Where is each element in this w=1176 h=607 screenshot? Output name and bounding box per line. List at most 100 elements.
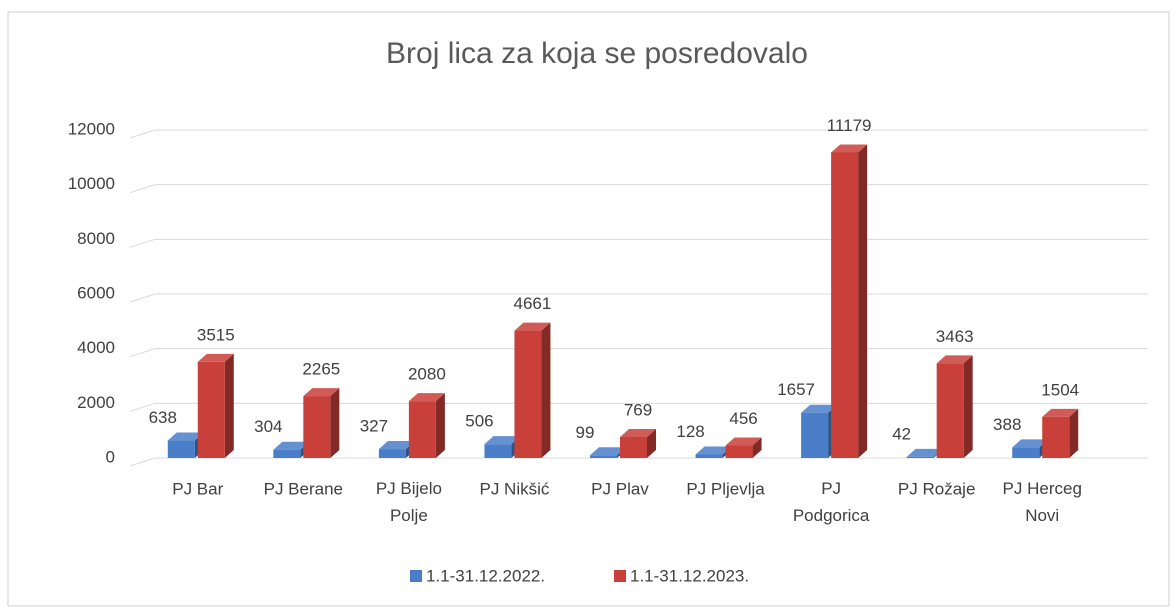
x-tick-label: PJ Nikšić [479,479,549,498]
bar-front [695,454,723,458]
y-tick-label: 2000 [77,393,115,412]
data-label: 456 [729,409,757,428]
chart-border [7,11,1170,607]
bar-side [541,322,551,458]
bar-side [1069,408,1079,458]
bar [197,353,234,458]
bar-front [197,361,225,458]
bar-front [303,396,331,458]
data-label: 1504 [1041,380,1079,399]
bar-top [167,432,204,441]
bar [620,428,656,458]
data-label: 2080 [408,365,446,384]
y-tick-label: 10000 [68,174,115,193]
bar-top [906,448,943,457]
bar-front [167,440,195,458]
bar-top [1012,439,1049,448]
bar-front [725,445,753,458]
bar [514,322,551,458]
bar-side [963,355,973,458]
x-tick-label: PJ Berane [264,479,343,498]
bar-top [620,428,656,437]
bar [1042,408,1079,458]
bar-top [725,437,762,446]
x-tick-label: PJ Plav [591,479,649,498]
bar-front [408,401,436,458]
bar-top [303,388,340,397]
bar-front [484,444,512,458]
bar-front [273,449,301,458]
bar-front [590,455,617,458]
x-tick-label: PJ Bijelo Polje [376,479,442,525]
y-tick-label: 12000 [68,119,115,138]
bar-top [408,393,445,402]
bar-top [514,322,551,331]
data-label: 128 [676,422,704,441]
x-tick-label: PJ Podgorica [793,479,870,525]
legend-swatch [410,570,422,582]
bar-side [435,393,445,458]
y-tick-label: 4000 [77,338,115,357]
data-label: 769 [624,400,652,419]
legend-swatch [614,570,626,582]
data-label: 4661 [514,294,552,313]
bar [831,144,868,458]
bar-side [330,388,340,458]
data-label: 99 [576,423,595,442]
y-tick-label: 0 [106,447,115,466]
bar-front [378,449,406,458]
data-label: 327 [360,417,388,436]
grid-line [129,184,1148,194]
grid-line [129,402,1148,412]
bar [725,437,762,458]
bar-top [801,404,838,413]
bar-front [831,152,859,458]
data-label: 2265 [302,360,340,379]
bar [303,388,340,458]
bar-side [752,437,762,458]
grid-line [129,238,1148,248]
bar-top [484,436,521,445]
grid-line [129,293,1148,303]
bar-side [224,353,234,458]
bar-top [695,446,732,455]
bar-front [801,412,829,458]
x-tick-label: PJ Herceg Novi [1003,479,1082,525]
data-label: 388 [993,415,1021,434]
grid-line [129,129,1148,139]
data-label: 506 [465,412,493,431]
data-label: 3463 [936,327,974,346]
y-tick-label: 8000 [77,229,115,248]
legend-label: 1.1-31.12.2023. [630,566,749,585]
bar [408,393,445,458]
bar-top [831,144,868,153]
bar-front [1042,416,1070,458]
x-tick-label: PJ Pljevlja [686,479,765,498]
grid-line [129,348,1148,358]
data-label: 1657 [777,380,815,399]
data-label: 42 [892,424,911,443]
bar-front [1012,447,1040,458]
legend-label: 1.1-31.12.2022. [426,566,545,585]
data-label: 11179 [827,116,872,135]
bar-front [936,363,964,458]
bar-side [647,428,656,458]
x-tick-label: PJ Bar [172,479,223,498]
bar-top [197,353,234,362]
bar-top [936,355,973,364]
bar-top [1042,408,1079,417]
bar [936,355,973,458]
bar-front [514,330,542,458]
bar-top [273,441,310,450]
bar-front [906,456,934,458]
chart-title: Broj lica za koja se posredovalo [386,37,808,70]
y-tick-label: 6000 [77,283,115,302]
bar-front [620,436,647,458]
data-label: 304 [254,417,282,436]
x-tick-label: PJ Rožaje [898,479,975,498]
data-label: 3515 [197,325,235,344]
bar-top [378,441,415,450]
bar-top [590,447,626,456]
data-label: 638 [149,408,177,427]
